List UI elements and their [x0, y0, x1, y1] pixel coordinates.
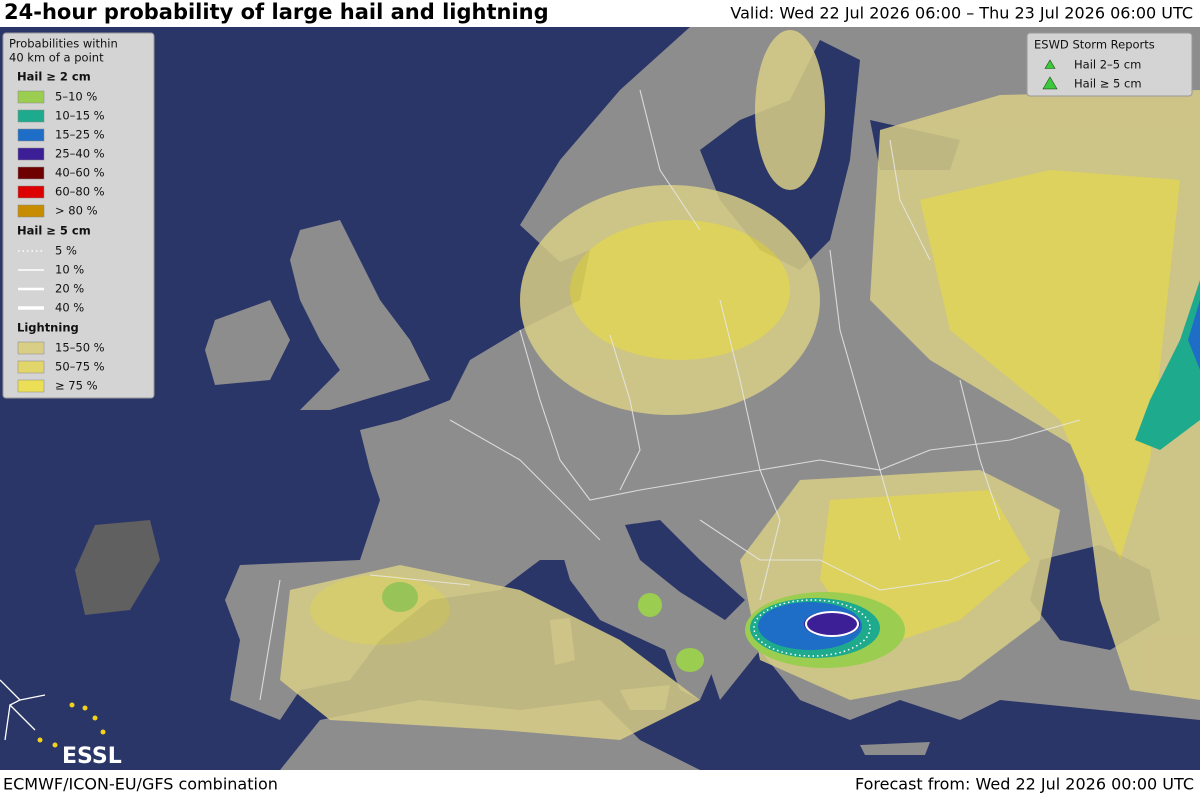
lightning-area: [310, 575, 450, 645]
hail-area: [1135, 280, 1200, 450]
logo-text: ESSL: [62, 744, 122, 769]
legend-label: 10–15 %: [55, 109, 105, 123]
hail-contour: [805, 611, 859, 637]
legend-label: > 80 %: [55, 204, 98, 218]
legend-label: 60–80 %: [55, 185, 105, 199]
hail-area: [1188, 300, 1200, 370]
legend-swatch: [17, 204, 45, 218]
reports-box: [1026, 32, 1193, 97]
reports-title: ESWD Storm Reports: [1034, 38, 1155, 52]
border-line: [959, 379, 1001, 521]
border-line: [609, 334, 641, 491]
footer-forecast: Forecast from: Wed 22 Jul 2026 00:00 UTC: [855, 775, 1194, 794]
border-line: [699, 519, 1001, 591]
legend-label: 5–10 %: [55, 90, 97, 104]
legend-label: 15–25 %: [55, 128, 105, 142]
border-line: [259, 579, 281, 701]
logo-stars: [37, 702, 106, 748]
land-ireland: [205, 300, 290, 385]
lightning-area: [570, 220, 790, 360]
legend-swatch: [17, 90, 45, 104]
border-line: [449, 419, 601, 541]
essl-logo: ESSL: [0, 679, 122, 769]
map: ESSL: [0, 27, 1200, 770]
report-marker: [1044, 59, 1056, 69]
legend-swatch: [17, 166, 45, 180]
legend-label: 15–50 %: [55, 341, 105, 355]
legend-title: 40 km of a point: [9, 51, 104, 65]
valid-period: Valid: Wed 22 Jul 2026 06:00 – Thu 23 Ju…: [730, 4, 1193, 23]
border-line: [519, 329, 1081, 501]
footer-model: ECMWF/ICON-EU/GFS combination: [3, 775, 278, 794]
hail-area: [382, 582, 418, 612]
logo-lightning: [0, 679, 46, 741]
hail-contour: [753, 599, 871, 657]
hail-areas: [638, 280, 1200, 672]
legend-swatch: [17, 147, 45, 161]
legend-section-title: Lightning: [17, 321, 79, 335]
legend-label: 50–75 %: [55, 360, 105, 374]
legend-label: 40–60 %: [55, 166, 105, 180]
sea-lightning-atlantic: [75, 520, 160, 615]
legend-label: 20 %: [55, 282, 84, 296]
report-label: Hail 2–5 cm: [1074, 58, 1141, 72]
legend-section-title: Hail ≥ 2 cm: [17, 70, 91, 84]
adriatic-sea: [625, 520, 745, 620]
border-line: [829, 249, 901, 541]
border-line: [369, 574, 471, 586]
lightning-area: [755, 30, 825, 190]
land-crete: [860, 742, 930, 755]
legend-swatch: [17, 379, 45, 393]
legend-section-title: Hail ≥ 5 cm: [17, 224, 91, 238]
legend-swatch: [17, 360, 45, 374]
reports-legend: ESWD Storm Reports Hail 2–5 cm Hail ≥ 5 cm: [1026, 32, 1193, 97]
border-line: [639, 89, 931, 261]
legend-label: 5 %: [55, 244, 77, 258]
border-line: [719, 299, 781, 601]
legend-swatch: [17, 341, 45, 355]
legend-title: Probabilities within: [9, 37, 118, 51]
hail-area: [638, 593, 662, 617]
legend-label: ≥ 75 %: [55, 379, 98, 393]
report-label: Hail ≥ 5 cm: [1074, 77, 1142, 91]
borders: [259, 89, 1081, 701]
title: 24-hour probability of large hail and li…: [4, 0, 549, 24]
lightning-areas: [280, 30, 1200, 740]
land-great-britain: [290, 220, 430, 410]
legend-swatch: [17, 185, 45, 199]
legend-swatch: [17, 128, 45, 142]
hail-area: [676, 648, 704, 672]
legend-label: 40 %: [55, 301, 84, 315]
legend-swatch: [17, 109, 45, 123]
hail-area: [804, 611, 860, 637]
legend-label: 25–40 %: [55, 147, 105, 161]
report-marker: [1042, 76, 1058, 90]
lightning-area: [920, 170, 1180, 560]
legend-label: 10 %: [55, 263, 84, 277]
